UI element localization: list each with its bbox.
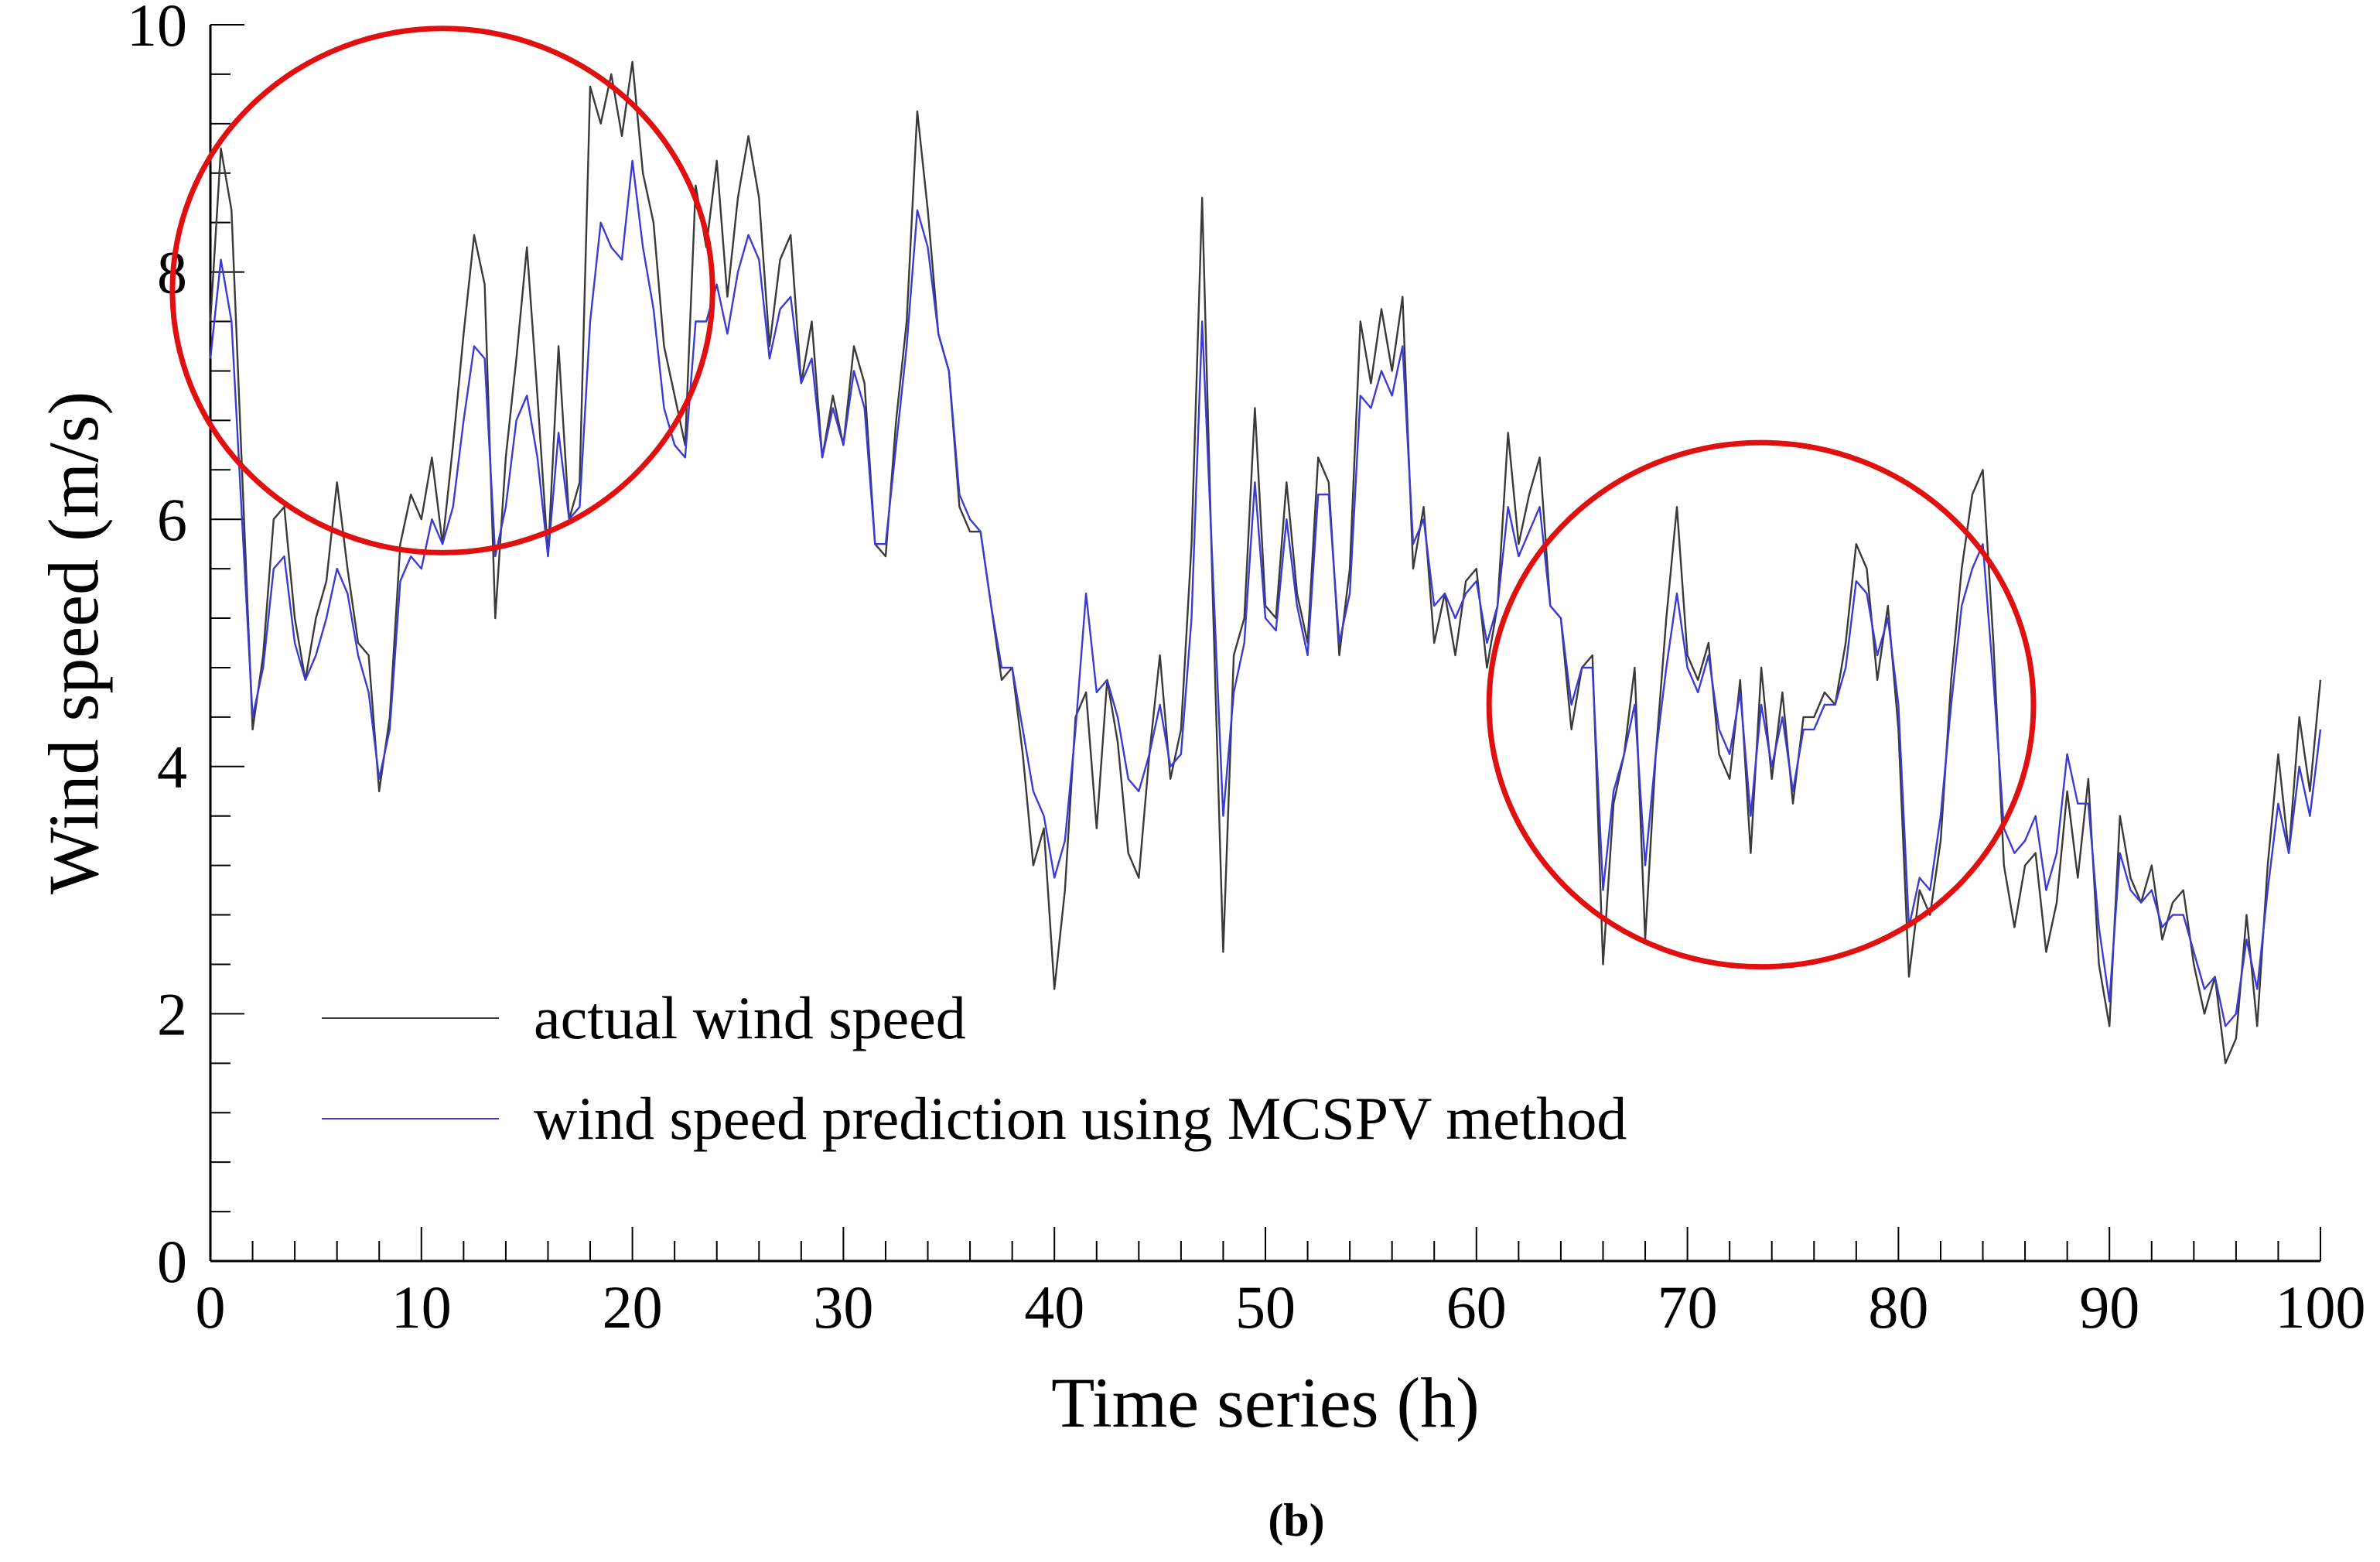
x-tick-label: 40 — [1024, 1273, 1084, 1341]
highlight-circles — [169, 26, 2037, 970]
y-tick-label: 4 — [157, 733, 187, 801]
x-tick-label: 80 — [1868, 1273, 1928, 1341]
x-tick-label: 100 — [2276, 1273, 2366, 1341]
x-tick-label: 20 — [603, 1273, 663, 1341]
ticks — [210, 24, 2321, 1262]
x-tick-label: 60 — [1446, 1273, 1507, 1341]
axes — [209, 25, 2320, 1263]
highlight-circle-2 — [1486, 439, 2037, 970]
y-axis-title: Wind speed (m/s) — [34, 391, 113, 894]
y-tick-label: 2 — [157, 980, 187, 1048]
x-tick-label: 30 — [813, 1273, 873, 1341]
highlight-circle-1 — [169, 26, 715, 555]
x-tick-label: 10 — [391, 1273, 452, 1341]
y-tick-label: 0 — [157, 1228, 187, 1295]
x-tick-label: 0 — [196, 1273, 226, 1341]
legend-label-actual: actual wind speed — [534, 984, 966, 1051]
panel-label: (b) — [1268, 1495, 1324, 1546]
y-tick-label: 6 — [157, 486, 187, 553]
x-tick-label: 90 — [2079, 1273, 2139, 1341]
series-layer — [209, 60, 2322, 1065]
legend-label-prediction: wind speed prediction using MCSPV method — [534, 1085, 1627, 1152]
actual-wind-speed-line — [209, 60, 2322, 1065]
x-axis-title: Time series (h) — [1051, 1363, 1480, 1442]
y-tick-label: 10 — [127, 0, 187, 59]
legend: actual wind speed wind speed prediction … — [322, 984, 1627, 1152]
x-tick-label: 50 — [1235, 1273, 1296, 1341]
prediction-line — [209, 159, 2322, 1027]
x-tick-label: 70 — [1658, 1273, 1718, 1341]
